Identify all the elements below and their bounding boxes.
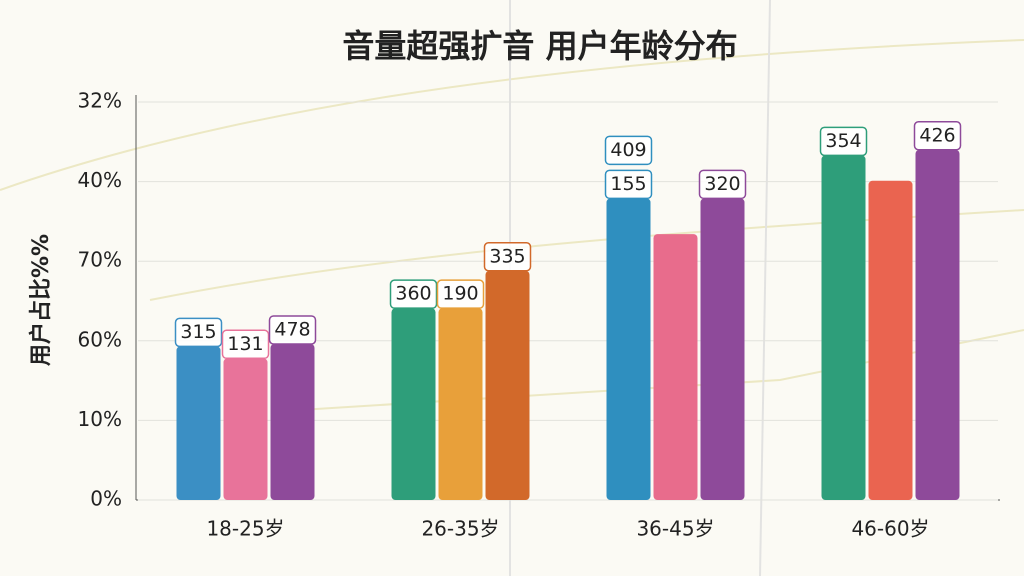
data-label: 131 xyxy=(227,333,263,355)
data-label: 478 xyxy=(274,318,310,340)
data-label: 360 xyxy=(395,283,431,305)
y-tick-label: 0% xyxy=(90,487,122,511)
bar xyxy=(176,346,221,500)
label-box xyxy=(221,329,270,360)
bar xyxy=(868,180,913,500)
chart-title: 音量超强扩音 用户年龄分布 xyxy=(342,27,737,65)
label-box xyxy=(698,169,747,200)
data-label: 426 xyxy=(919,124,955,146)
label-box xyxy=(436,279,485,309)
bar xyxy=(821,155,866,500)
bar xyxy=(223,358,268,500)
x-tick-label: 18-25岁 xyxy=(206,517,284,541)
label-box xyxy=(389,279,438,309)
bar xyxy=(438,308,483,500)
bar xyxy=(915,149,960,500)
bar xyxy=(270,343,315,500)
label-box xyxy=(174,317,223,348)
bar xyxy=(391,308,436,500)
data-label: 335 xyxy=(489,245,525,267)
y-axis-label: 用户占比%% xyxy=(28,234,54,366)
label-box xyxy=(604,135,653,166)
y-tick-label: 70% xyxy=(78,248,122,272)
label-box xyxy=(483,242,532,272)
data-label: 190 xyxy=(442,283,478,305)
x-tick-label: 36-45岁 xyxy=(636,517,714,541)
label-box xyxy=(604,169,653,200)
y-tick-label: 60% xyxy=(78,327,122,351)
data-label: 315 xyxy=(180,321,216,343)
label-box xyxy=(268,315,317,345)
bar xyxy=(700,198,745,501)
label-box xyxy=(819,126,868,157)
label-box xyxy=(913,121,962,151)
x-tick-label: 46-60岁 xyxy=(851,517,929,541)
y-tick-label: 32% xyxy=(78,89,122,113)
bar xyxy=(485,270,530,500)
x-tick-label: 26-35岁 xyxy=(421,517,499,541)
data-label: 320 xyxy=(704,173,740,195)
data-label: 409 xyxy=(610,139,646,161)
data-label: 354 xyxy=(825,130,861,152)
y-tick-label: 40% xyxy=(78,168,122,192)
data-label: 155 xyxy=(610,173,646,195)
y-tick-label: 10% xyxy=(78,407,122,431)
bar xyxy=(653,234,698,501)
bar xyxy=(606,198,651,501)
